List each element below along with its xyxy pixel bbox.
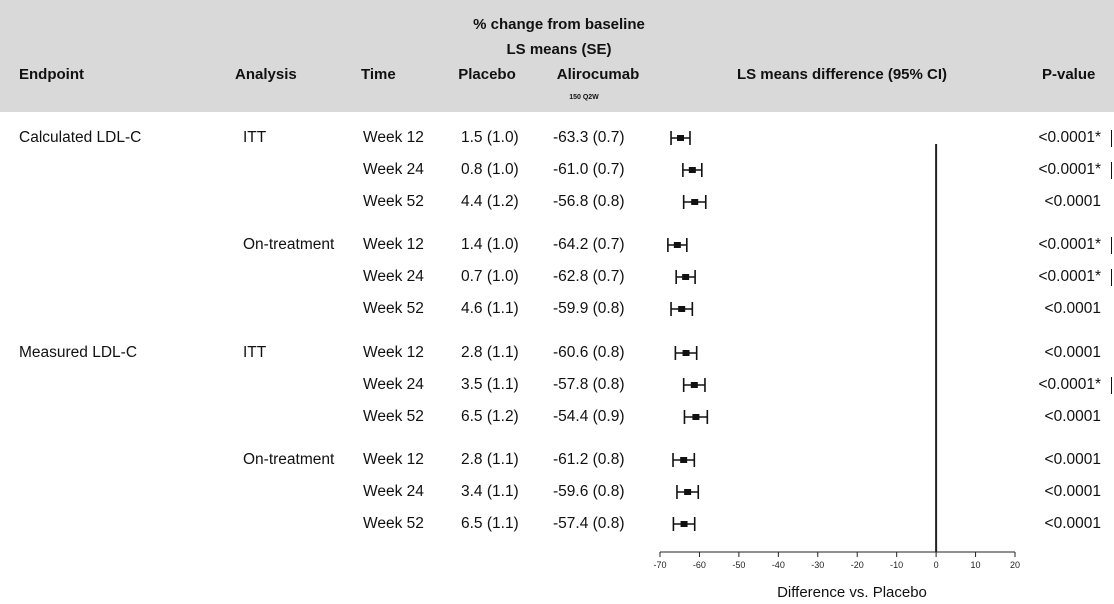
time-cell: Week 12 [363, 344, 424, 361]
pvalue-cell: <0.0001* [1038, 161, 1102, 178]
x-tick-label: -50 [732, 560, 745, 570]
point-estimate [690, 382, 698, 388]
analysis-cell: ITT [243, 344, 267, 361]
time-cell: Week 52 [363, 515, 424, 532]
placebo-cell: 2.8 (1.1) [461, 344, 519, 361]
pvalue-marker [1111, 269, 1112, 286]
time-cell: Week 24 [363, 483, 424, 500]
point-estimate [691, 199, 699, 205]
endpoint-cell: Calculated LDL-C [19, 129, 142, 146]
x-tick-label: -10 [890, 560, 903, 570]
header-band [0, 0, 1114, 112]
placebo-cell: 1.5 (1.0) [461, 129, 519, 146]
x-tick-label: -30 [811, 560, 824, 570]
col-analysis-header: Analysis [235, 66, 297, 83]
placebo-cell: 3.5 (1.1) [461, 376, 519, 393]
pvalue-marker [1111, 162, 1112, 179]
time-cell: Week 12 [363, 129, 424, 146]
point-estimate [684, 489, 692, 495]
pvalue-cell: <0.0001 [1044, 408, 1101, 425]
alirocumab-cell: -59.9 (0.8) [553, 300, 625, 317]
pvalue-cell: <0.0001 [1044, 300, 1101, 317]
x-axis-label: Difference vs. Placebo [777, 584, 927, 601]
time-cell: Week 24 [363, 268, 424, 285]
alirocumab-cell: -54.4 (0.9) [553, 408, 625, 425]
col-placebo-header: Placebo [458, 66, 516, 83]
pvalue-marker [1111, 237, 1112, 254]
col-time-header: Time [361, 66, 396, 83]
time-cell: Week 52 [363, 300, 424, 317]
placebo-cell: 4.4 (1.2) [461, 193, 519, 210]
alirocumab-cell: -56.8 (0.8) [553, 193, 625, 210]
alirocumab-cell: -64.2 (0.7) [553, 236, 625, 253]
point-estimate [682, 274, 690, 280]
alirocumab-cell: -57.8 (0.8) [553, 376, 625, 393]
time-cell: Week 12 [363, 236, 424, 253]
time-cell: Week 24 [363, 376, 424, 393]
point-estimate [688, 167, 696, 173]
placebo-cell: 3.4 (1.1) [461, 483, 519, 500]
time-cell: Week 52 [363, 193, 424, 210]
x-tick-label: -60 [693, 560, 706, 570]
placebo-cell: 6.5 (1.2) [461, 408, 519, 425]
pvalue-cell: <0.0001 [1044, 515, 1101, 532]
pvalue-marker [1111, 377, 1112, 394]
placebo-cell: 1.4 (1.0) [461, 236, 519, 253]
time-cell: Week 52 [363, 408, 424, 425]
alirocumab-cell: -62.8 (0.7) [553, 268, 625, 285]
group-title-line1: % change from baseline [473, 16, 645, 33]
point-estimate [692, 414, 700, 420]
pvalue-cell: <0.0001 [1044, 344, 1101, 361]
alirocumab-cell: -59.6 (0.8) [553, 483, 625, 500]
alirocumab-cell: -61.0 (0.7) [553, 161, 625, 178]
point-estimate [680, 521, 688, 527]
pvalue-cell: <0.0001* [1038, 129, 1102, 146]
x-tick-label: 0 [934, 560, 939, 570]
pvalue-cell: <0.0001* [1038, 236, 1102, 253]
pvalue-cell: <0.0001 [1044, 451, 1101, 468]
point-estimate [673, 242, 681, 248]
placebo-cell: 0.8 (1.0) [461, 161, 519, 178]
x-tick-label: -70 [653, 560, 666, 570]
col-alirocumab-header: Alirocumab [556, 66, 640, 83]
time-cell: Week 12 [363, 451, 424, 468]
time-cell: Week 24 [363, 161, 424, 178]
pvalue-cell: <0.0001 [1044, 483, 1101, 500]
x-tick-label: 20 [1010, 560, 1020, 570]
x-tick-label: 10 [971, 560, 981, 570]
point-estimate [680, 457, 688, 463]
x-tick-label: -40 [772, 560, 785, 570]
pvalue-cell: <0.0001 [1044, 193, 1101, 210]
col-difference-header: LS means difference (95% CI) [736, 66, 948, 83]
placebo-cell: 6.5 (1.1) [461, 515, 519, 532]
col-pvalue-header: P-value [1042, 66, 1096, 83]
alirocumab-cell: -61.2 (0.8) [553, 451, 625, 468]
pvalue-marker [1111, 130, 1112, 147]
col-alirocumab-dose: 150 Q2W [569, 94, 599, 101]
pvalue-cell: <0.0001* [1038, 376, 1102, 393]
endpoint-cell: Measured LDL-C [19, 344, 138, 361]
alirocumab-cell: -63.3 (0.7) [553, 129, 625, 146]
group-title-line2: LS means (SE) [506, 41, 612, 58]
placebo-cell: 2.8 (1.1) [461, 451, 519, 468]
analysis-cell: On-treatment [243, 451, 335, 468]
point-estimate [682, 350, 690, 356]
alirocumab-cell: -57.4 (0.8) [553, 515, 625, 532]
pvalue-cell: <0.0001* [1038, 268, 1102, 285]
placebo-cell: 4.6 (1.1) [461, 300, 519, 317]
x-tick-label: -20 [851, 560, 864, 570]
point-estimate [677, 135, 685, 141]
alirocumab-cell: -60.6 (0.8) [553, 344, 625, 361]
analysis-cell: On-treatment [243, 236, 335, 253]
placebo-cell: 0.7 (1.0) [461, 268, 519, 285]
analysis-cell: ITT [243, 129, 267, 146]
col-endpoint-header: Endpoint [19, 66, 84, 83]
point-estimate [678, 306, 686, 312]
